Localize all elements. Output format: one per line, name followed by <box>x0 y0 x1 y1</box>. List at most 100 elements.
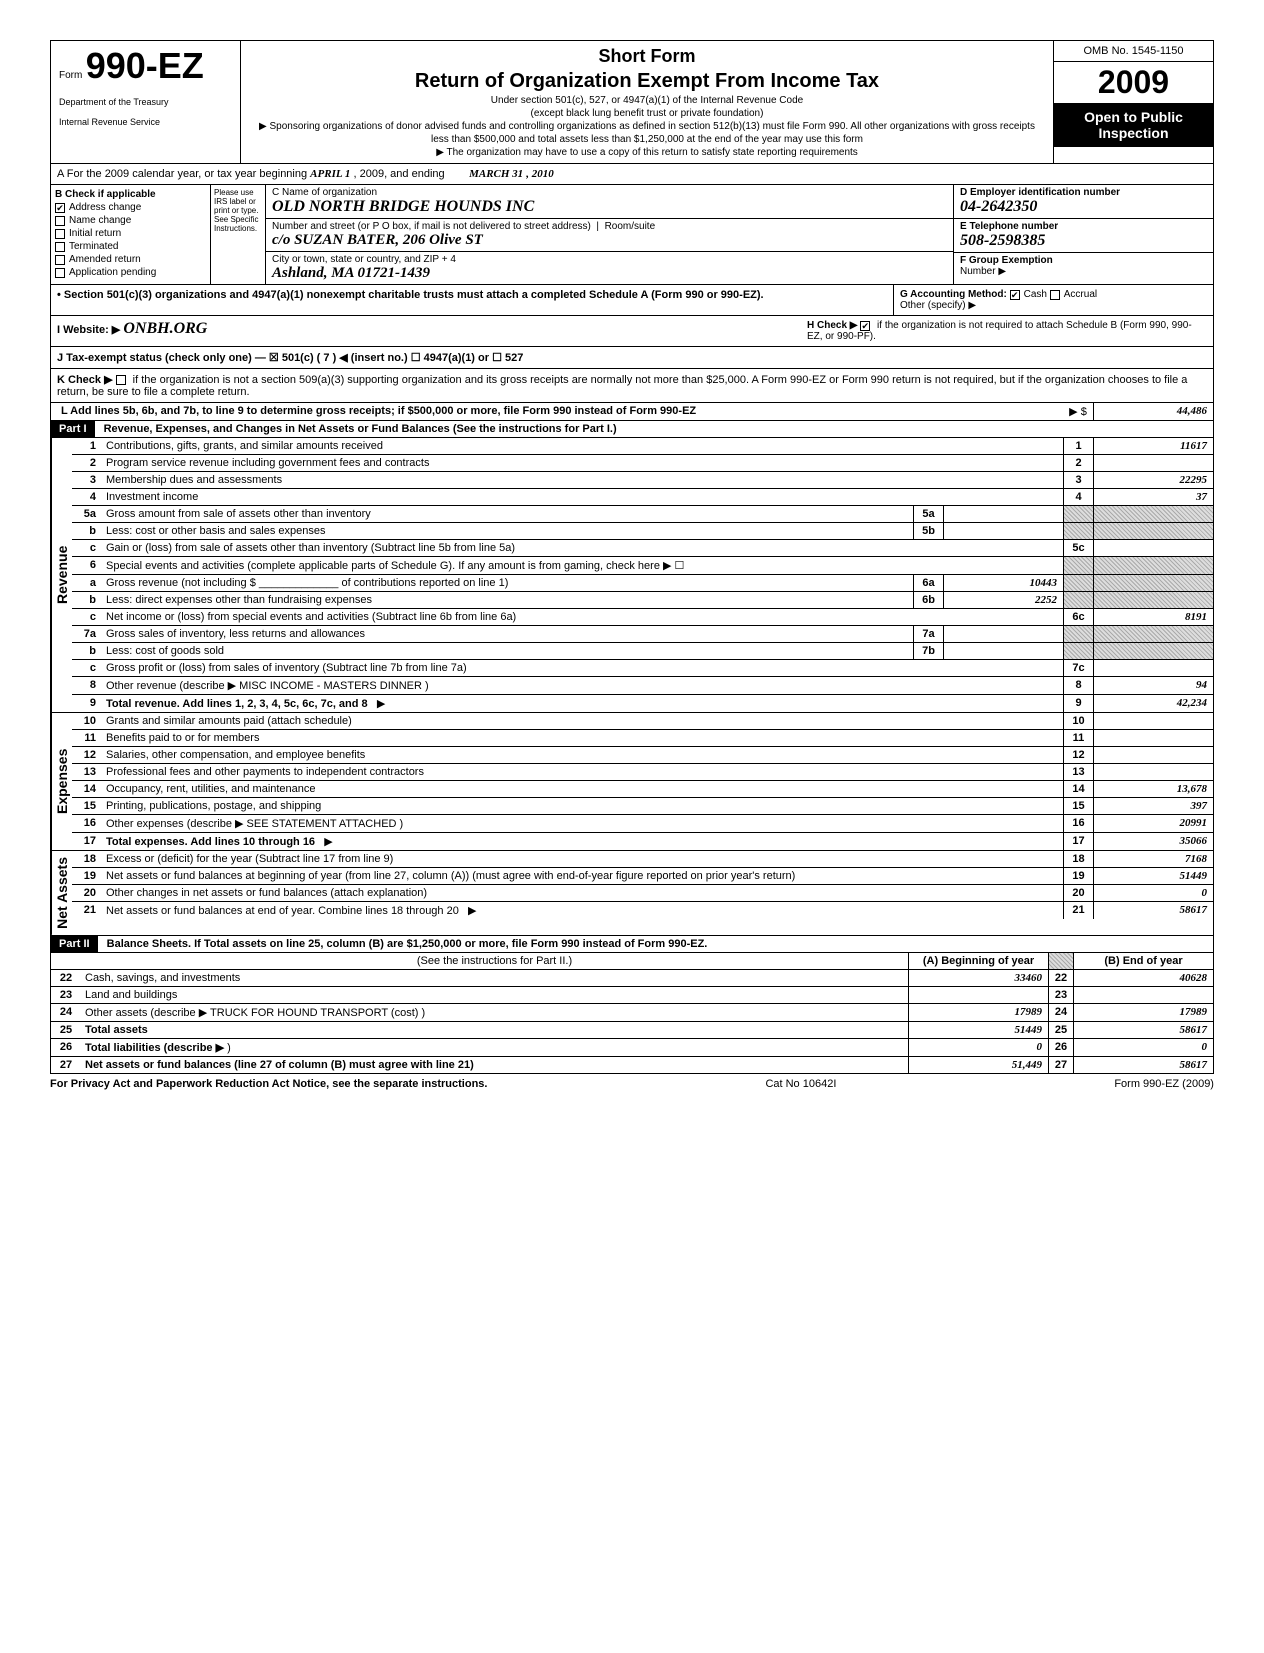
section-b-checkboxes: B Check if applicable ✔Address change Na… <box>51 185 211 284</box>
part2-colA: (A) Beginning of year <box>908 953 1048 969</box>
l6c-num: c <box>72 609 102 625</box>
cb-terminated[interactable] <box>55 242 65 252</box>
subtitle-2: (except black lung benefit trust or priv… <box>249 107 1045 120</box>
k-text: if the organization is not a section 509… <box>57 374 1187 398</box>
l18-val: 7168 <box>1093 851 1213 867</box>
cb-address-change[interactable]: ✔ <box>55 203 65 213</box>
lbl-initial-return: Initial return <box>69 228 121 239</box>
l10-num: 10 <box>72 713 102 729</box>
l6-sh <box>1063 557 1093 574</box>
l7b-label: Less: cost of goods sold <box>102 643 913 659</box>
page-footer: For Privacy Act and Paperwork Reduction … <box>50 1074 1214 1094</box>
org-address: c/o SUZAN BATER, 206 Olive ST <box>272 232 947 249</box>
l27-a: 51,449 <box>908 1057 1048 1073</box>
l7c-val <box>1093 660 1213 676</box>
l4-val: 37 <box>1093 489 1213 505</box>
lbl-name-change: Name change <box>69 215 131 226</box>
l21-label: Net assets or fund balances at end of ye… <box>106 905 459 917</box>
lbl-address-change: Address change <box>69 202 141 213</box>
section-note-row: • Section 501(c)(3) organizations and 49… <box>51 285 1213 316</box>
l-arrow: ▶ $ <box>1063 403 1093 420</box>
form-990ez: Form 990-EZ Department of the Treasury I… <box>50 40 1214 1074</box>
part2-badge: Part II <box>51 936 98 952</box>
l12-boxnum: 12 <box>1063 747 1093 763</box>
l7a-mid <box>943 626 1063 642</box>
l23-b <box>1073 987 1213 1003</box>
l6-shv <box>1093 557 1213 574</box>
expenses-section: Expenses 10Grants and similar amounts pa… <box>51 713 1213 851</box>
g-other: Other (specify) ▶ <box>900 300 976 311</box>
l22-bn: 22 <box>1048 970 1073 986</box>
l5b-label: Less: cost or other basis and sales expe… <box>102 523 913 539</box>
l12-val <box>1093 747 1213 763</box>
l16-label: Other expenses (describe ▶ SEE STATEMENT… <box>106 818 396 830</box>
c-label: C Name of organization <box>272 187 947 198</box>
l16-boxnum: 16 <box>1063 815 1093 832</box>
cb-cash[interactable]: ✔ <box>1010 290 1020 300</box>
website-value: ONBH.ORG <box>123 320 207 337</box>
l11-label: Benefits paid to or for members <box>102 730 1063 746</box>
l20-val: 0 <box>1093 885 1213 901</box>
cb-pending[interactable] <box>55 268 65 278</box>
right-id-col: D Employer identification number 04-2642… <box>953 185 1213 284</box>
l5b-num: b <box>72 523 102 539</box>
line-l: L Add lines 5b, 6b, and 7b, to line 9 to… <box>51 403 1213 421</box>
l20-boxnum: 20 <box>1063 885 1093 901</box>
lbl-pending: Application pending <box>69 267 156 278</box>
cb-name-change[interactable] <box>55 216 65 226</box>
cb-h[interactable]: ✔ <box>860 321 870 331</box>
l5c-label: Gain or (loss) from sale of assets other… <box>102 540 1063 556</box>
lbl-cash: Cash <box>1024 289 1047 300</box>
part2-colB: (B) End of year <box>1073 953 1213 969</box>
l1-val: 11617 <box>1093 438 1213 454</box>
netassets-section: Net Assets 18Excess or (deficit) for the… <box>51 851 1213 936</box>
l18-boxnum: 18 <box>1063 851 1093 867</box>
l25-a: 51449 <box>908 1022 1048 1038</box>
footer-privacy: For Privacy Act and Paperwork Reduction … <box>50 1078 487 1090</box>
l11-num: 11 <box>72 730 102 746</box>
l13-val <box>1093 764 1213 780</box>
l15-label: Printing, publications, postage, and shi… <box>102 798 1063 814</box>
cb-accrual[interactable] <box>1050 290 1060 300</box>
j-label: J Tax-exempt status (check only one) — ☒… <box>57 352 523 364</box>
l6-num: 6 <box>72 557 102 574</box>
l10-boxnum: 10 <box>1063 713 1093 729</box>
l22-num: 22 <box>51 970 81 986</box>
l27-b: 58617 <box>1073 1057 1213 1073</box>
l13-label: Professional fees and other payments to … <box>102 764 1063 780</box>
l4-num: 4 <box>72 489 102 505</box>
subtitle-4: ▶ The organization may have to use a cop… <box>249 146 1045 159</box>
cb-initial-return[interactable] <box>55 229 65 239</box>
l-label: L Add lines 5b, 6b, and 7b, to line 9 to… <box>61 405 696 417</box>
l13-boxnum: 13 <box>1063 764 1093 780</box>
k-label: K Check ▶ <box>57 374 113 386</box>
section-501c3-note: • Section 501(c)(3) organizations and 49… <box>51 285 893 315</box>
l14-label: Occupancy, rent, utilities, and maintena… <box>102 781 1063 797</box>
l5b-mid <box>943 523 1063 539</box>
footer-cat: Cat No 10642I <box>765 1078 836 1090</box>
l7b-num: b <box>72 643 102 659</box>
l25-num: 25 <box>51 1022 81 1038</box>
f-label: F Group Exemption <box>960 255 1207 266</box>
g-label: G Accounting Method: <box>900 289 1007 300</box>
cb-amended[interactable] <box>55 255 65 265</box>
line-a-period: A For the 2009 calendar year, or tax yea… <box>51 164 1213 185</box>
l23-label: Land and buildings <box>81 987 908 1003</box>
l19-label: Net assets or fund balances at beginning… <box>102 868 1063 884</box>
line-j: J Tax-exempt status (check only one) — ☒… <box>51 347 1213 369</box>
l7a-box: 7a <box>913 626 943 642</box>
line-22: 22Cash, savings, and investments33460224… <box>51 970 1213 987</box>
line-27: 27Net assets or fund balances (line 27 o… <box>51 1057 1213 1073</box>
l17-arrow: ▶ <box>324 836 332 848</box>
cb-k[interactable] <box>116 375 126 385</box>
i-label: I Website: ▶ <box>57 324 120 336</box>
l6a-mid: 10443 <box>943 575 1063 591</box>
l4-label: Investment income <box>102 489 1063 505</box>
l17-boxnum: 17 <box>1063 833 1093 850</box>
identity-block: B Check if applicable ✔Address change Na… <box>51 185 1213 285</box>
open-to-public: Open to Public Inspection <box>1054 103 1213 147</box>
line-25: 25Total assets514492558617 <box>51 1022 1213 1039</box>
period-label: A For the 2009 calendar year, or tax yea… <box>57 168 307 180</box>
l14-boxnum: 14 <box>1063 781 1093 797</box>
l26-b: 0 <box>1073 1039 1213 1056</box>
